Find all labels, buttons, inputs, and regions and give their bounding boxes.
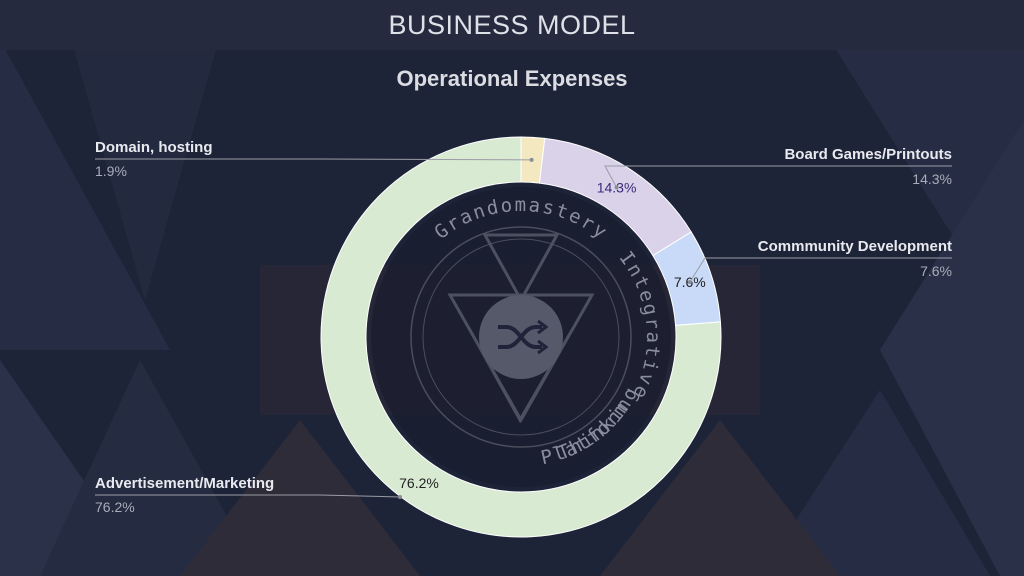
value-label-board-games-printouts: 14.3% [912,171,952,187]
slice-label-advertisement-marketing: 76.2% [399,475,439,491]
leader-line-domain-hosting [95,158,532,161]
leader-dot-community-development [687,280,692,285]
category-label-community-development: Commmunity Development [758,238,952,255]
category-label-domain-hosting: Domain, hosting [95,139,213,156]
leader-dot-advertisement-marketing [398,495,402,499]
leader-dot-board-games-printouts [614,185,619,190]
category-label-advertisement-marketing: Advertisement/Marketing [95,475,274,492]
leader-line-board-games-printouts [604,165,952,188]
leader-dot-domain-hosting [529,157,534,162]
value-label-community-development: 7.6% [920,263,952,279]
page-title: BUSINESS MODEL [388,10,636,40]
leader-line-community-development [689,257,952,283]
slice-advertisement-marketing[interactable] [320,136,722,538]
value-label-domain-hosting: 1.9% [95,163,127,179]
category-label-board-games-printouts: Board Games/Printouts [784,146,952,163]
leader-line-advertisement-marketing [95,494,401,498]
value-label-advertisement-marketing: 76.2% [95,499,135,515]
chart-title: Operational Expenses [396,66,628,91]
